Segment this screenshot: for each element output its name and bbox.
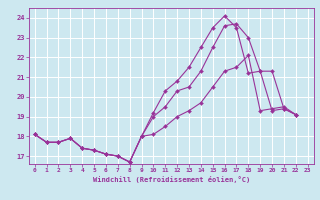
X-axis label: Windchill (Refroidissement éolien,°C): Windchill (Refroidissement éolien,°C): [92, 176, 250, 183]
